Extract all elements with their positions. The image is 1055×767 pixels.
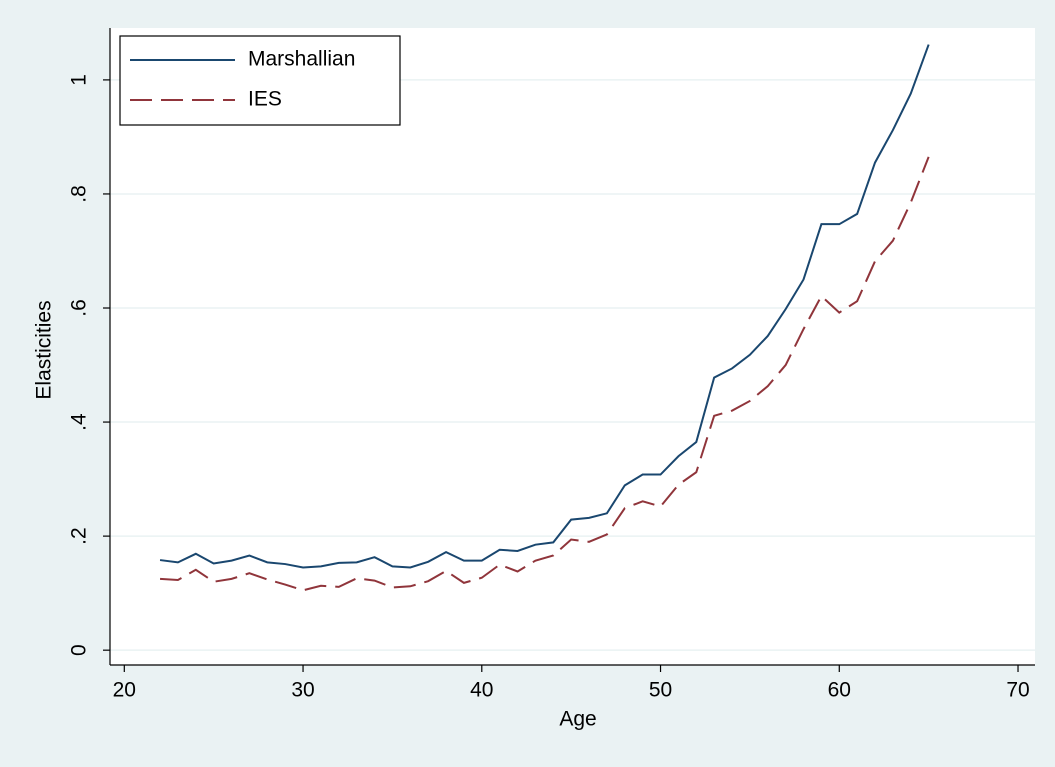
y-tick-label: .8 xyxy=(68,185,91,203)
y-tick-label: 1 xyxy=(68,74,91,86)
legend-label: IES xyxy=(248,88,282,111)
x-tick-label: 40 xyxy=(470,679,493,702)
x-tick-label: 60 xyxy=(828,679,851,702)
y-tick-label: .6 xyxy=(68,299,91,317)
legend-box xyxy=(119,35,401,126)
legend: Marshallian IES xyxy=(119,35,401,126)
data-line xyxy=(159,44,930,569)
y-tick-label: .4 xyxy=(68,413,91,431)
y-axis-label: Elasticities xyxy=(33,300,56,399)
legend-label: Marshallian xyxy=(248,48,355,71)
data-line xyxy=(159,156,930,592)
x-tick-label: 70 xyxy=(1006,679,1029,702)
x-tick-label: 50 xyxy=(649,679,672,702)
x-axis-label: Age xyxy=(559,708,596,731)
x-tick-label: 30 xyxy=(291,679,314,702)
plot-area xyxy=(110,28,1035,665)
x-tick-label: 20 xyxy=(113,679,136,702)
y-tick-label: 0 xyxy=(68,644,91,656)
y-tick-label: .2 xyxy=(68,527,91,545)
